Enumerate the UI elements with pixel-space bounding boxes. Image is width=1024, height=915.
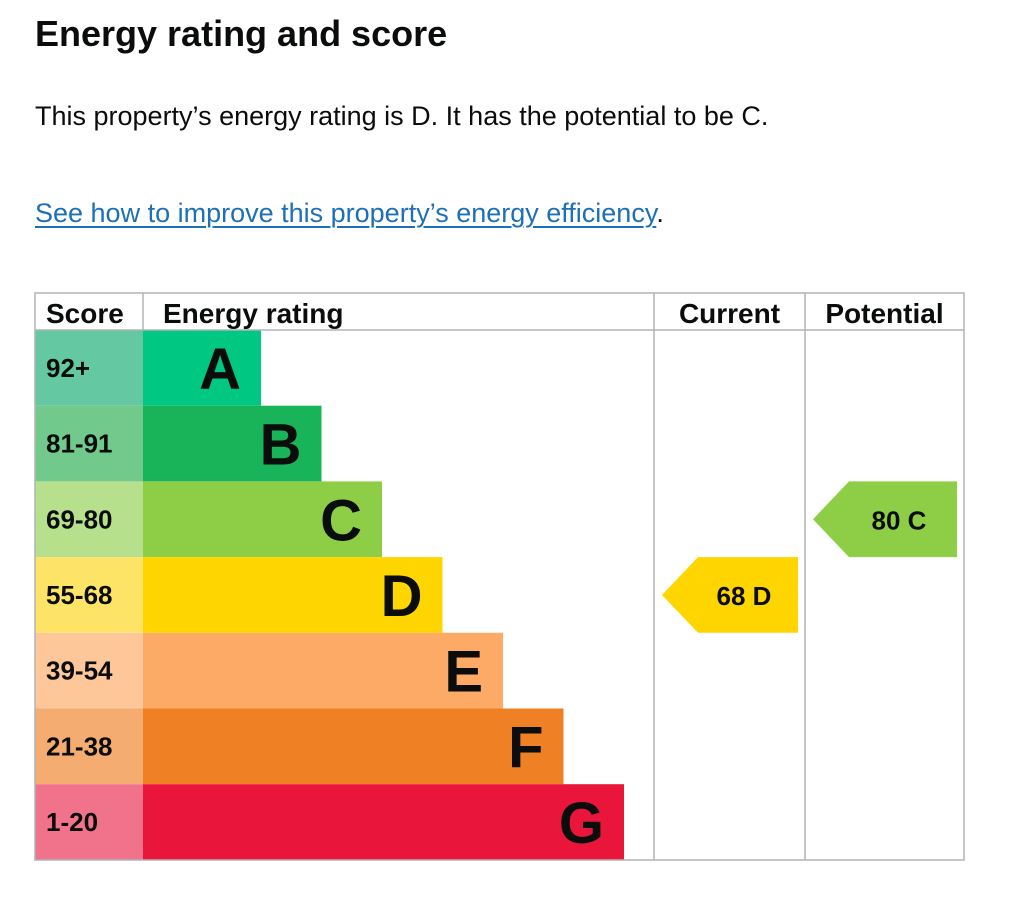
score-range-a: 92+ (46, 353, 90, 383)
score-range-b: 81-91 (46, 429, 113, 459)
band-letter-g: G (559, 791, 604, 856)
chart-border (34, 292, 965, 861)
band-letter-d: D (381, 564, 423, 629)
header-score: Score (46, 298, 124, 329)
band-letter-e: E (444, 640, 483, 705)
rating-summary: This property’s energy rating is D. It h… (35, 101, 769, 131)
improve-efficiency-link[interactable]: See how to improve this property’s energ… (35, 198, 657, 228)
current-rating-arrow (662, 557, 798, 633)
band-bar-f (143, 708, 564, 785)
band-letter-a: A (199, 337, 241, 402)
score-range-c: 69-80 (46, 504, 113, 534)
arrow-layer: 68 D 80 C (662, 481, 957, 633)
band-letter-c: C (320, 488, 362, 553)
score-range-e: 39-54 (46, 656, 113, 686)
score-cell-f (35, 708, 143, 785)
score-range-f: 21-38 (46, 731, 113, 761)
header-energy-rating: Energy rating (163, 298, 343, 329)
score-cell-b (35, 405, 143, 482)
band-bar-e (143, 632, 503, 709)
band-bar-g (143, 784, 624, 860)
band-bar-d (143, 557, 443, 633)
score-cell-d (35, 557, 143, 633)
header-current: Current (679, 298, 780, 329)
score-range-d: 55-68 (46, 580, 113, 610)
grid-layer (34, 292, 965, 861)
potential-rating-arrow-label: 80 C (872, 505, 927, 535)
band-letter-f: F (508, 715, 543, 780)
current-rating-arrow-label: 68 D (717, 581, 772, 611)
score-range-g: 1-20 (46, 807, 98, 837)
score-cell-c (35, 481, 143, 558)
band-letter-b: B (260, 413, 302, 478)
band-bar-a (143, 330, 261, 406)
improve-paragraph: See how to improve this property’s energ… (35, 193, 664, 233)
potential-rating-arrow (813, 481, 957, 558)
score-cell-g (35, 784, 143, 860)
header-layer: Score Energy rating Current Potential (46, 298, 944, 329)
page-title: Energy rating and score (35, 13, 448, 54)
header-potential: Potential (825, 298, 943, 329)
score-cell-a (35, 330, 143, 406)
improve-link-suffix: . (656, 198, 664, 228)
band-bar-c (143, 481, 382, 558)
bands-layer: 92+ A 81-91 B 69-80 C 55-68 D 39-54 E 21-38 F 1-20 G (35, 330, 624, 860)
score-cell-e (35, 632, 143, 709)
band-bar-b (143, 405, 322, 482)
